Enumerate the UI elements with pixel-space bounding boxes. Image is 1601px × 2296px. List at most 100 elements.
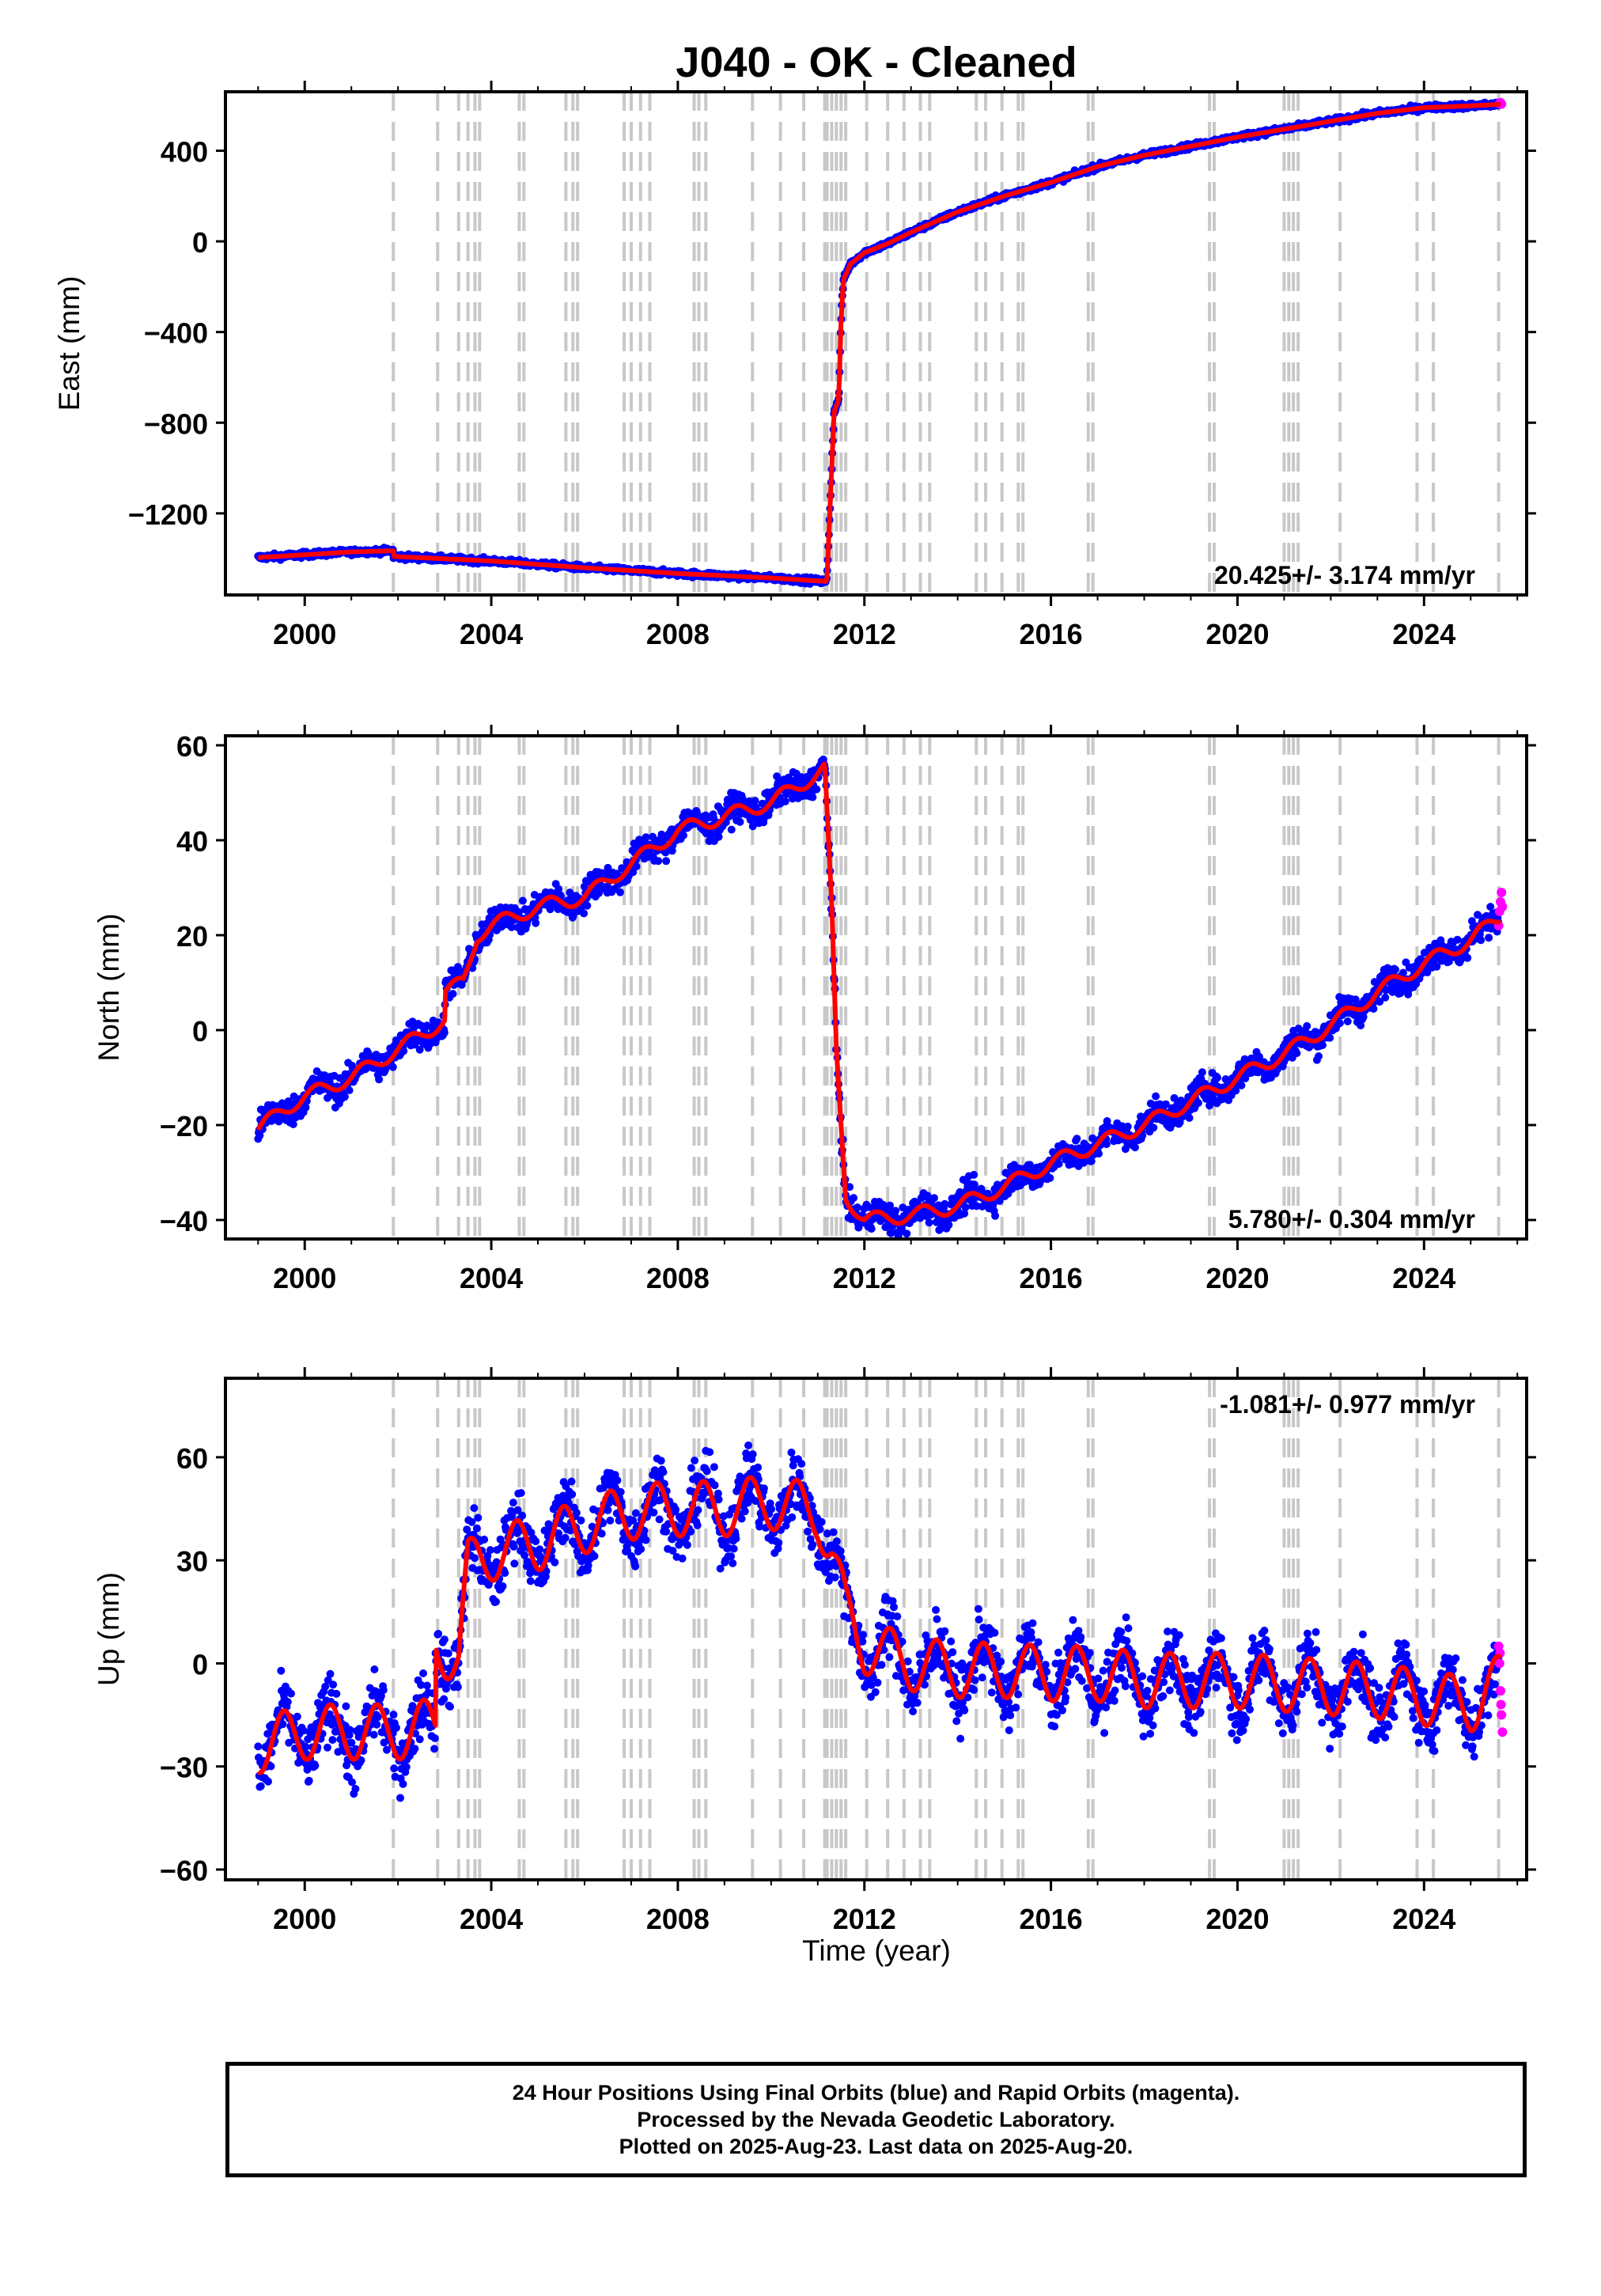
data-point — [1359, 1013, 1368, 1021]
data-point — [580, 909, 589, 918]
data-point — [1054, 1160, 1063, 1168]
x-tick-label: 2004 — [460, 1262, 523, 1294]
x-tick-label: 2016 — [1020, 1262, 1083, 1294]
x-tick-label: 2012 — [833, 618, 896, 650]
y-axis-label: North (mm) — [93, 913, 125, 1061]
data-point — [388, 1063, 397, 1071]
data-point — [326, 1669, 335, 1678]
data-point — [867, 1225, 876, 1233]
data-point — [1152, 1092, 1160, 1101]
data-point — [340, 1093, 349, 1101]
model-fit-line — [255, 761, 1502, 1226]
data-point — [328, 1736, 337, 1745]
data-point — [736, 817, 744, 826]
data-point — [289, 1120, 297, 1128]
plot-area — [254, 736, 1508, 1239]
data-point — [903, 1229, 911, 1238]
data-point — [1185, 1114, 1194, 1122]
data-point — [1123, 1122, 1132, 1131]
x-tick-label: 2008 — [646, 618, 710, 650]
y-axis-label: East (mm) — [53, 276, 85, 411]
x-tick-label: 2012 — [833, 1262, 896, 1294]
data-point — [324, 1743, 331, 1752]
y-tick-label: 400 — [161, 135, 208, 168]
x-tick-label: 2000 — [273, 1262, 336, 1294]
x-tick-label: 2000 — [273, 618, 336, 650]
data-point — [301, 1742, 310, 1751]
data-point — [311, 1761, 320, 1770]
data-point — [449, 990, 457, 998]
x-tick-label: 2016 — [1020, 618, 1083, 650]
data-point — [1149, 1123, 1158, 1132]
data-point — [532, 919, 540, 927]
data-point — [373, 1720, 381, 1729]
y-tick-label: −1200 — [128, 498, 208, 531]
data-point — [1315, 1052, 1323, 1060]
data-point — [1237, 1081, 1246, 1089]
data-point — [808, 793, 817, 801]
plot-area — [254, 92, 1507, 595]
data-point — [379, 1686, 388, 1695]
y-tick-label: 60 — [176, 730, 208, 763]
data-point — [1095, 1150, 1103, 1158]
data-point — [254, 1742, 263, 1751]
velocity-label: 20.425+/- 3.174 mm/yr — [1214, 561, 1475, 589]
data-point — [1453, 935, 1462, 944]
final-orbit-points — [254, 98, 1503, 588]
data-point — [351, 1785, 360, 1793]
data-point — [616, 888, 624, 896]
data-point — [891, 1207, 900, 1215]
data-point — [1046, 1173, 1054, 1182]
y-tick-label: −800 — [144, 407, 208, 440]
data-point — [812, 785, 821, 794]
rapid-point — [1497, 888, 1507, 897]
x-tick-label: 2020 — [1205, 1262, 1269, 1294]
data-point — [1073, 1135, 1081, 1143]
data-point — [781, 798, 789, 805]
data-point — [345, 1086, 354, 1095]
data-point — [375, 1075, 384, 1084]
data-point — [342, 1702, 350, 1711]
data-point — [293, 1712, 301, 1721]
data-point — [727, 825, 736, 834]
data-point — [264, 1777, 272, 1786]
data-point — [440, 1029, 449, 1037]
x-tick-label: 2024 — [1392, 618, 1455, 650]
plot-area — [254, 1378, 1508, 1880]
data-point — [654, 857, 663, 866]
data-point — [1463, 953, 1472, 962]
data-point — [346, 1726, 354, 1734]
data-point — [1477, 936, 1486, 945]
x-tick-label: 2020 — [1205, 618, 1269, 650]
data-point — [1343, 1017, 1352, 1025]
data-point — [370, 1665, 379, 1673]
data-point — [961, 1203, 970, 1211]
y-tick-label: −400 — [144, 317, 208, 350]
data-point — [332, 1689, 341, 1698]
data-point — [1102, 1140, 1111, 1149]
data-point — [1170, 1093, 1179, 1102]
y-tick-label: −40 — [160, 1205, 208, 1237]
y-tick-label: 0 — [192, 226, 208, 259]
x-tick-label: 2024 — [1392, 1262, 1455, 1294]
y-tick-label: 20 — [176, 920, 208, 953]
data-point — [930, 1194, 938, 1203]
data-point — [662, 857, 671, 866]
data-point — [277, 1666, 286, 1675]
data-point — [1293, 1049, 1301, 1058]
final-orbit-points — [254, 1441, 1503, 1802]
data-point — [1194, 1099, 1202, 1107]
x-tick-label: 2008 — [646, 1262, 710, 1294]
data-point — [518, 896, 527, 905]
data-point — [373, 1713, 382, 1722]
data-point — [991, 1211, 1000, 1220]
data-point — [1391, 965, 1399, 974]
data-point — [1485, 934, 1493, 942]
plot-frame — [224, 734, 1528, 1241]
data-point — [1213, 1074, 1221, 1082]
data-point — [583, 901, 592, 910]
velocity-label: 5.780+/- 0.304 mm/yr — [1228, 1205, 1475, 1233]
x-tick-label: 2004 — [460, 618, 523, 650]
